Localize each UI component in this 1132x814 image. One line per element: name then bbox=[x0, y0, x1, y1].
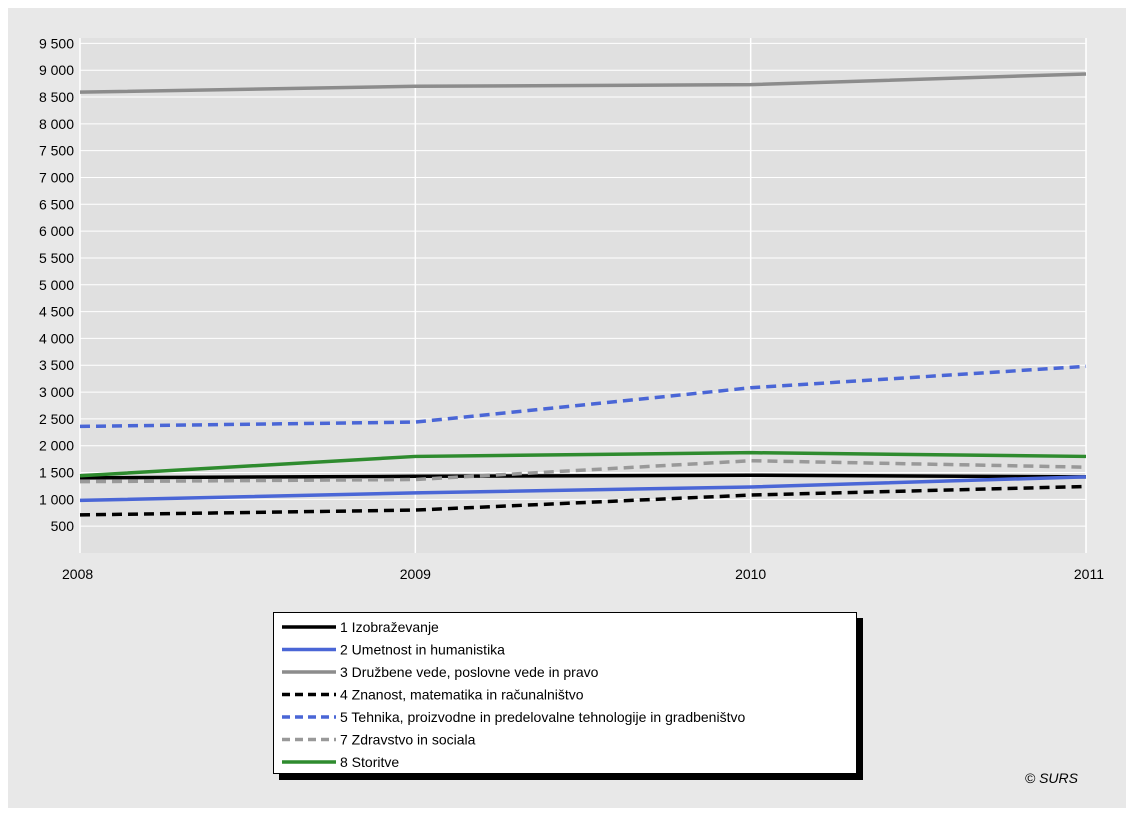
y-tick-label: 5 000 bbox=[39, 277, 74, 293]
series-line-2 bbox=[79, 475, 1087, 503]
series-line-1 bbox=[79, 473, 1087, 480]
y-tick-label: 7 500 bbox=[39, 143, 74, 159]
x-tick-label: 2010 bbox=[735, 566, 766, 582]
legend-label: 7 Zdravstvo in sociala bbox=[340, 732, 476, 748]
legend-label: 1 Izobraževanje bbox=[340, 619, 439, 635]
y-tick-label: 5 500 bbox=[39, 250, 74, 266]
legend: 1 Izobraževanje 2 Umetnost in humanistika… bbox=[273, 612, 857, 774]
legend-label: 5 Tehnika, proizvodne in predelovalne te… bbox=[340, 709, 745, 725]
legend-entries: 1 Izobraževanje 2 Umetnost in humanistika… bbox=[282, 619, 745, 770]
x-tick-label: 2009 bbox=[400, 566, 431, 582]
y-tick-label: 500 bbox=[51, 518, 75, 534]
legend-label: 2 Umetnost in humanistika bbox=[340, 642, 505, 658]
y-tick-label: 2 500 bbox=[39, 411, 74, 427]
y-tick-label: 1 500 bbox=[39, 465, 74, 481]
y-tick-label: 4 500 bbox=[39, 304, 74, 320]
y-tick-label: 6 000 bbox=[39, 223, 74, 239]
series-lines bbox=[79, 72, 1087, 517]
series-line-5 bbox=[79, 364, 1087, 429]
series-line-6 bbox=[79, 458, 1087, 484]
y-tick-label: 8 500 bbox=[39, 89, 74, 105]
series-line-3 bbox=[79, 72, 1087, 94]
y-tick-label: 9 500 bbox=[39, 35, 74, 51]
y-tick-label: 6 500 bbox=[39, 196, 74, 212]
x-tick-label: 2008 bbox=[62, 566, 93, 582]
y-tick-label: 4 000 bbox=[39, 330, 74, 346]
series-line-4 bbox=[79, 484, 1087, 517]
x-tick-label: 2011 bbox=[1074, 566, 1104, 582]
chart-panel: 500 1 000 1 500 2 000 2 500 3 000 3 500 4 000 4 … bbox=[8, 8, 1126, 808]
y-tick-label: 2 000 bbox=[39, 438, 74, 454]
legend-label: 8 Storitve bbox=[340, 754, 399, 770]
y-tick-label: 1 000 bbox=[39, 491, 74, 507]
copyright-label: © SURS bbox=[1024, 770, 1078, 786]
y-tick-label: 7 000 bbox=[39, 169, 74, 185]
y-axis-ticks: 500 1 000 1 500 2 000 2 500 3 000 3 500 4 000 4 … bbox=[39, 35, 74, 534]
x-axis-ticks: 2008 2009 2010 2011 bbox=[62, 566, 1104, 582]
y-tick-label: 8 000 bbox=[39, 116, 74, 132]
series-line-7 bbox=[79, 450, 1087, 478]
y-tick-label: 3 000 bbox=[39, 384, 74, 400]
legend-label: 4 Znanost, matematika in računalništvo bbox=[340, 687, 584, 703]
legend-label: 3 Družbene vede, poslovne vede in pravo bbox=[340, 664, 599, 680]
line-chart: 500 1 000 1 500 2 000 2 500 3 000 3 500 4 000 4 … bbox=[39, 35, 1104, 582]
y-tick-label: 3 500 bbox=[39, 357, 74, 373]
y-tick-label: 9 000 bbox=[39, 62, 74, 78]
